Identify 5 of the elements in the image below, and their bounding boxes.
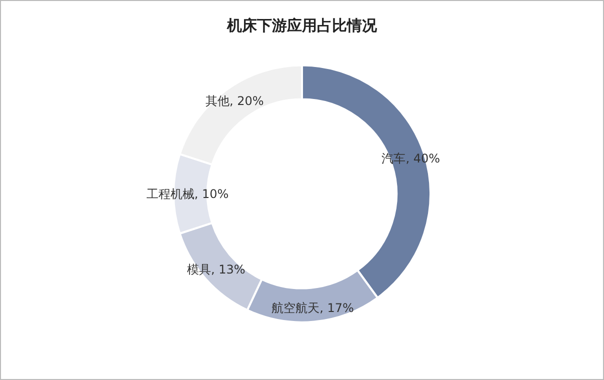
slice-label: 其他, 20% (206, 94, 264, 108)
slice-label: 工程机械, 10% (146, 186, 229, 201)
slice-label: 模具, 13% (186, 262, 246, 277)
slice-label: 航空航天, 17% (272, 300, 354, 315)
chart-title: 机床下游应用占比情况 (226, 16, 378, 34)
